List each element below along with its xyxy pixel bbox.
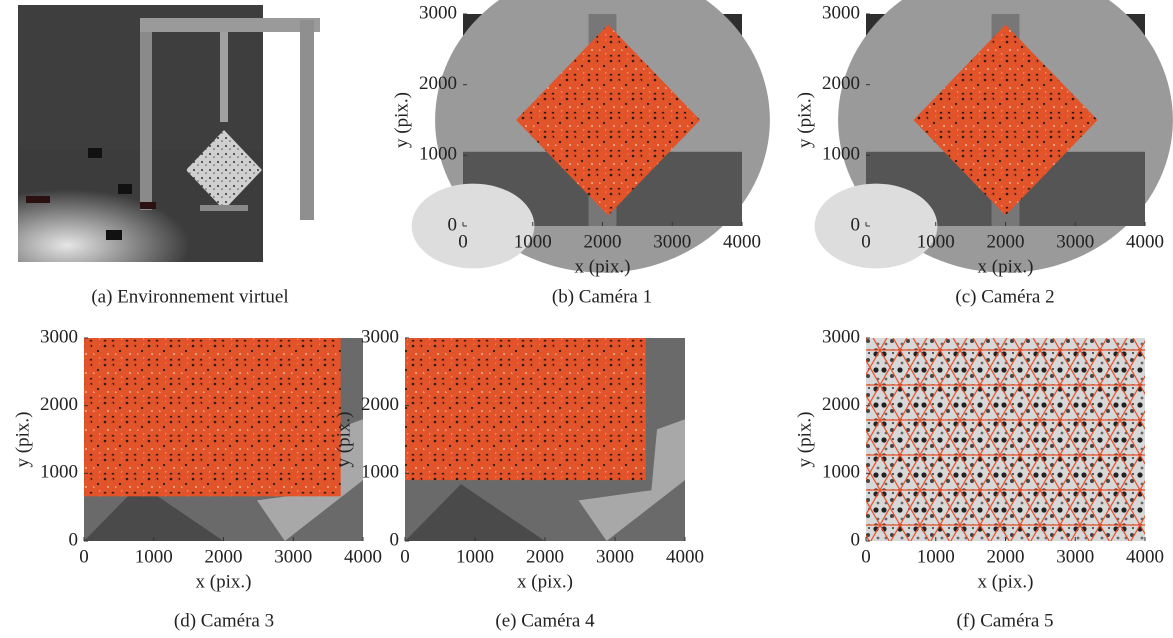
y-axis-label: y (pix.): [12, 412, 33, 468]
plot: [866, 338, 1145, 541]
y-tick-label: 0: [69, 529, 79, 550]
x-axis-label: x (pix.): [978, 256, 1034, 277]
y-tick-label: 3000: [822, 2, 860, 23]
environment-image: [18, 5, 320, 262]
x-tick-label: 4000: [1126, 546, 1164, 567]
y-axis-label: y (pix.): [333, 412, 354, 468]
x-tick-label: 2000: [987, 231, 1025, 252]
y-tick-label: 2000: [419, 73, 457, 94]
x-tick-label: 1000: [456, 546, 494, 567]
y-tick-label: 2000: [361, 394, 399, 415]
x-tick-label: 3000: [653, 231, 691, 252]
caption: (f) Caméra 5: [956, 610, 1053, 631]
plot: [405, 338, 685, 541]
caption: (b) Caméra 1: [552, 286, 652, 307]
y-tick-label: 2000: [822, 73, 860, 94]
x-tick-label: 2000: [584, 231, 622, 252]
x-tick-label: 2000: [526, 546, 564, 567]
speckle-plate: [84, 338, 341, 496]
x-tick-label: 1000: [917, 546, 955, 567]
y-tick-label: 1000: [361, 462, 399, 483]
y-tick-label: 3000: [40, 326, 78, 347]
y-axis-label: y (pix.): [391, 92, 412, 148]
plot: [84, 338, 363, 541]
x-axis-label: x (pix.): [196, 571, 252, 592]
x-tick-label: 0: [861, 231, 871, 252]
figure: 0 1000 2000 3000 4000 0 1000 2000 3000 x (pix.) y …: [0, 0, 1173, 638]
x-axis-label: x (pix.): [575, 256, 631, 277]
x-tick-label: 3000: [596, 546, 634, 567]
x-tick-label: 0: [400, 546, 410, 567]
speckle-plate: [866, 338, 1145, 541]
y-tick-label: 3000: [419, 2, 457, 23]
image-light: [815, 184, 938, 269]
caption: (d) Caméra 3: [174, 610, 274, 631]
y-tick-label: 1000: [822, 144, 860, 165]
y-tick-label: 2000: [822, 394, 860, 415]
x-tick-label: 1000: [135, 546, 173, 567]
x-tick-label: 0: [861, 546, 871, 567]
x-tick-label: 3000: [1056, 546, 1094, 567]
y-tick-label: 2000: [40, 394, 78, 415]
y-tick-label: 1000: [822, 462, 860, 483]
y-axis-label: y (pix.): [794, 92, 815, 148]
x-tick-label: 2000: [205, 546, 243, 567]
y-tick-label: 1000: [40, 462, 78, 483]
image-light: [412, 184, 535, 269]
x-tick-label: 4000: [666, 546, 704, 567]
x-tick-label: 1000: [514, 231, 552, 252]
x-tick-label: 4000: [1126, 231, 1164, 252]
caption: (e) Caméra 4: [495, 610, 595, 631]
x-tick-label: 4000: [723, 231, 761, 252]
y-axis-label: y (pix.): [794, 412, 815, 468]
x-tick-label: 0: [79, 546, 89, 567]
x-axis-label: x (pix.): [978, 571, 1034, 592]
x-tick-label: 3000: [1056, 231, 1094, 252]
x-tick-label: 4000: [344, 546, 382, 567]
y-tick-label: 0: [390, 529, 400, 550]
y-tick-label: 0: [851, 529, 861, 550]
x-tick-label: 2000: [987, 546, 1025, 567]
x-tick-label: 3000: [274, 546, 312, 567]
x-axis-label: x (pix.): [517, 571, 573, 592]
x-tick-label: 1000: [917, 231, 955, 252]
caption: (a) Environnement virtuel: [91, 286, 288, 307]
y-tick-label: 0: [448, 214, 458, 235]
y-tick-label: 0: [851, 214, 861, 235]
y-tick-label: 3000: [361, 326, 399, 347]
speckle-plate: [405, 338, 646, 480]
y-tick-label: 1000: [419, 144, 457, 165]
caption: (c) Caméra 2: [955, 286, 1054, 307]
y-tick-label: 3000: [822, 326, 860, 347]
x-tick-label: 0: [458, 231, 468, 252]
